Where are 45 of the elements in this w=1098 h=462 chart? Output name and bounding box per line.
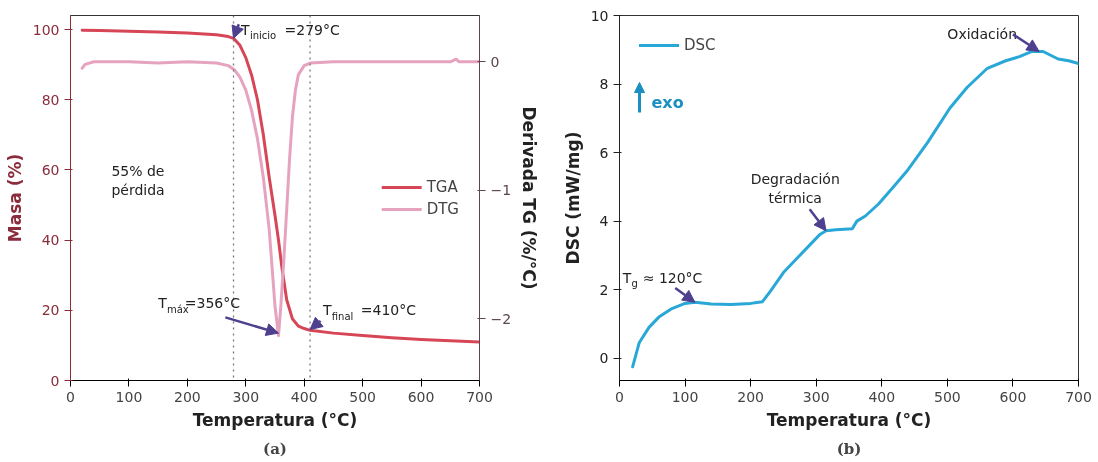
annotation: 55% de pérdida bbox=[111, 162, 165, 199]
x-tick-label: 500 bbox=[934, 388, 961, 405]
legend-label: TGA bbox=[426, 177, 458, 196]
y-tick-label: 6 bbox=[599, 144, 609, 161]
y-tick-label: 0 bbox=[599, 350, 609, 367]
text: (b) bbox=[836, 439, 862, 458]
y2-tick-label: −2 bbox=[490, 310, 512, 327]
x-tick-label: 700 bbox=[1065, 388, 1092, 405]
x-axis-title: Temperatura (°C) bbox=[766, 409, 932, 430]
x-tick-label: 600 bbox=[407, 388, 435, 405]
text: (a) bbox=[263, 439, 287, 458]
x-tick-label: 400 bbox=[868, 388, 896, 405]
x-tick-label: 100 bbox=[671, 388, 699, 405]
x-tick-label: 100 bbox=[115, 388, 143, 405]
y2-axis-title: Derivada TG (%/°C) bbox=[519, 106, 540, 290]
y-tick-label: 10 bbox=[590, 7, 609, 24]
annotation: exo bbox=[651, 93, 684, 112]
x-tick-label: 200 bbox=[174, 388, 201, 405]
x-tick-label: 500 bbox=[349, 388, 377, 405]
y-tick-label: 8 bbox=[599, 76, 609, 93]
annotation: Oxidación bbox=[947, 26, 1018, 43]
x-tick-label: 0 bbox=[66, 388, 75, 405]
y-tick-label: 20 bbox=[41, 302, 60, 319]
x-tick-label: 600 bbox=[999, 388, 1027, 405]
y-tick-label: 4 bbox=[599, 213, 609, 230]
x-tick-label: 300 bbox=[232, 388, 260, 405]
y-axis-title: Masa (%) bbox=[4, 153, 25, 243]
annotation: Degradación térmica bbox=[750, 170, 840, 207]
x-tick-label: 700 bbox=[466, 388, 493, 405]
y-tick-label: 100 bbox=[32, 21, 60, 38]
x-tick-label: 0 bbox=[615, 388, 624, 405]
x-tick-label: 300 bbox=[802, 388, 830, 405]
y2-tick-label: 0 bbox=[490, 53, 500, 70]
legend-label: DSC bbox=[684, 36, 716, 54]
x-tick-label: 400 bbox=[290, 388, 318, 405]
y-tick-label: 60 bbox=[41, 161, 60, 178]
x-tick-label: 200 bbox=[737, 388, 765, 405]
y-tick-label: 40 bbox=[41, 232, 60, 249]
y-tick-label: 0 bbox=[50, 372, 60, 389]
y-axis-title: DSC (mW/mg) bbox=[562, 131, 583, 265]
legend-label: DTG bbox=[426, 199, 459, 218]
y2-tick-label: −1 bbox=[490, 182, 512, 199]
x-axis-title: Temperatura (°C) bbox=[192, 409, 358, 430]
y-tick-label: 80 bbox=[41, 91, 60, 108]
y-tick-label: 2 bbox=[599, 281, 609, 298]
